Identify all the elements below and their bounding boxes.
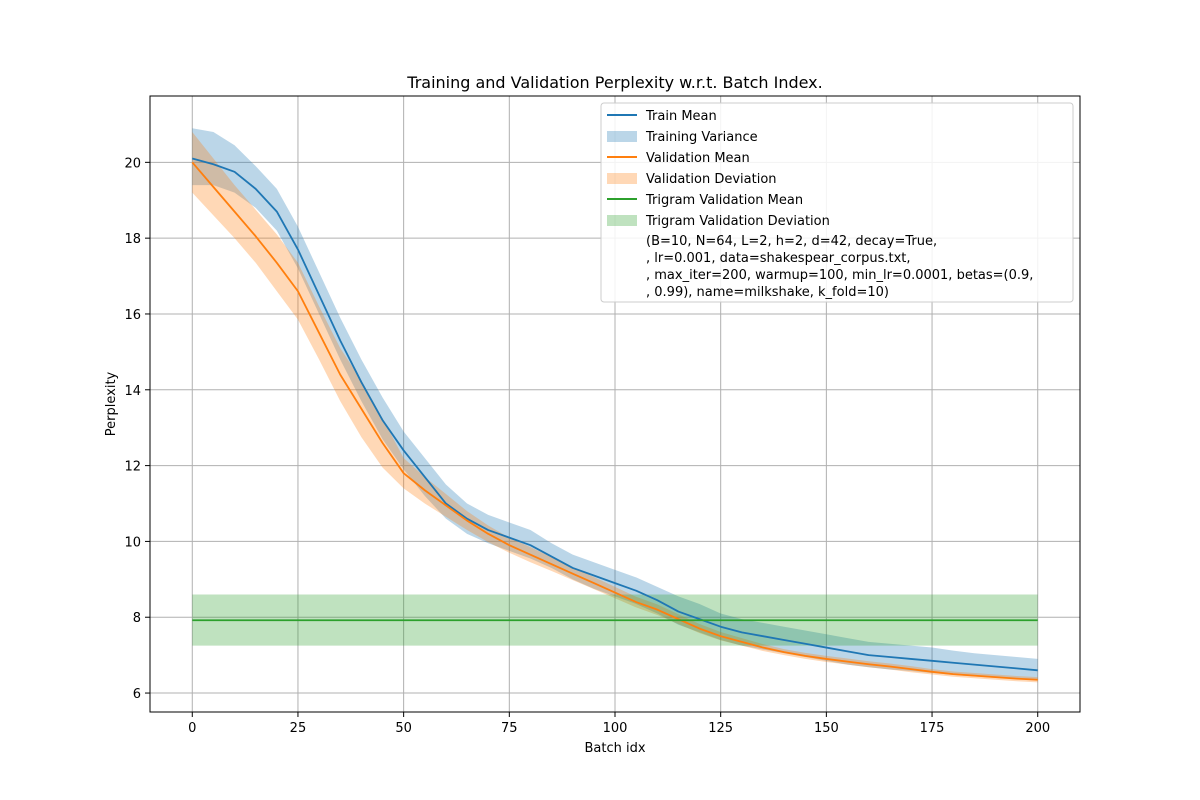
line-layer <box>191 157 1038 681</box>
y-ticks: 6 8 10 12 14 16 18 20 <box>124 156 150 702</box>
x-tick-label: 150 <box>814 721 839 736</box>
legend-note-line-4: , 0.99), name=milkshake, k_fold=10) <box>646 285 889 300</box>
validation-mean-legend-label: Validation Mean <box>646 151 750 166</box>
chart-title: Training and Validation Perplexity w.r.t… <box>406 73 822 92</box>
x-tick-label: 175 <box>920 721 945 736</box>
x-ticks: 0 25 50 75 100 125 150 175 200 <box>188 712 1050 736</box>
y-tick-label: 20 <box>124 156 141 171</box>
x-tick-label: 200 <box>1025 721 1050 736</box>
y-tick-label: 18 <box>124 232 141 247</box>
legend-note-line-3: , max_iter=200, warmup=100, min_lr=0.000… <box>646 268 1033 283</box>
legend-note-line-2: , lr=0.001, data=shakespear_corpus.txt, <box>646 251 911 266</box>
x-tick-label: 25 <box>290 721 307 736</box>
y-tick-label: 16 <box>124 308 141 323</box>
y-tick-label: 6 <box>133 687 141 702</box>
training-variance-legend-swatch <box>607 131 637 142</box>
trigram-validation-deviation-legend-label: Trigram Validation Deviation <box>645 214 830 229</box>
y-tick-label: 14 <box>124 384 141 399</box>
legend-note-line-1: (B=10, N=64, L=2, h=2, d=42, decay=True, <box>646 234 937 249</box>
legend-box <box>600 102 1074 303</box>
validation-deviation-legend-swatch <box>607 173 637 184</box>
validation-deviation-legend-label: Validation Deviation <box>646 172 777 187</box>
trigram-validation-mean-legend-label: Trigram Validation Mean <box>645 193 803 208</box>
y-axis-label: Perplexity <box>104 371 119 436</box>
y-tick-label: 12 <box>124 460 141 475</box>
x-tick-label: 100 <box>603 721 628 736</box>
x-tick-label: 75 <box>501 721 518 736</box>
x-tick-label: 0 <box>188 721 196 736</box>
legend-entries: Train Mean Training Variance Validation Me… <box>607 109 830 229</box>
trigram-validation-deviation-legend-swatch <box>607 215 637 226</box>
y-tick-label: 10 <box>124 535 141 550</box>
x-axis-label: Batch idx <box>584 741 645 756</box>
validation-mean-line <box>191 161 1038 681</box>
x-tick-label: 50 <box>395 721 412 736</box>
training-variance-legend-label: Training Variance <box>645 130 758 145</box>
train-mean-line <box>192 157 1038 672</box>
x-tick-label: 125 <box>708 721 733 736</box>
train-mean-legend-label: Train Mean <box>645 109 717 124</box>
y-tick-label: 8 <box>133 611 141 626</box>
legend: Train Mean Training Variance Validation Me… <box>600 102 1074 303</box>
